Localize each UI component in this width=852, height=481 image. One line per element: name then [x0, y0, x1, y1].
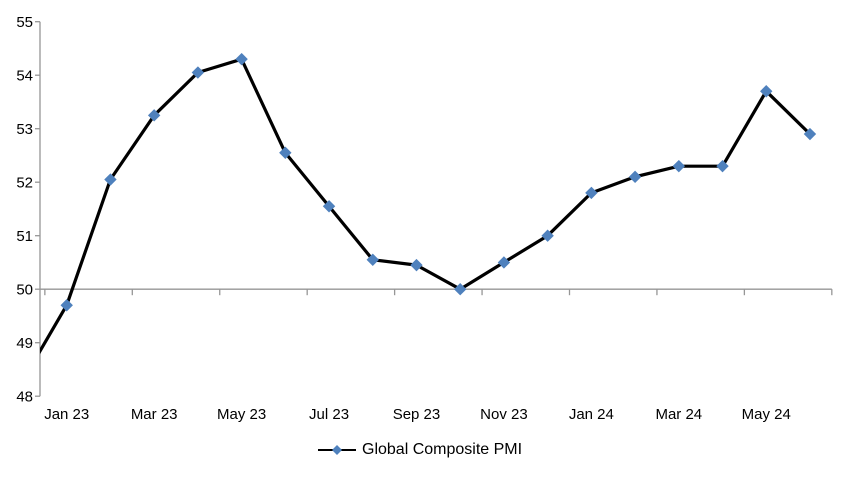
data-point-marker [366, 253, 379, 266]
x-axis-tick-label: Jan 24 [569, 406, 614, 423]
pmi-series-line [40, 57, 812, 355]
data-point-marker [147, 109, 161, 122]
data-point-marker [541, 229, 554, 242]
data-point-marker [235, 52, 248, 66]
legend-line-marker-icon [318, 445, 356, 455]
x-axis-tick-label: Jan 23 [44, 406, 89, 423]
data-point-marker [760, 85, 773, 98]
data-point-marker [191, 66, 205, 79]
chart-legend: Global Composite PMI [318, 440, 522, 460]
data-point-marker [453, 282, 467, 296]
data-point-marker [803, 127, 817, 141]
legend-label: Global Composite PMI [362, 441, 523, 458]
data-point-marker [279, 146, 292, 159]
data-point-marker [672, 159, 686, 173]
y-axis-tick-label: 52 [16, 174, 33, 191]
y-axis-tick-label: 50 [16, 281, 33, 298]
x-axis-tick-label: Jul 23 [309, 406, 349, 423]
y-axis-tick-label: 49 [16, 335, 33, 352]
x-axis-tick-label: May 23 [217, 406, 266, 423]
x-axis-tick-label: Sep 23 [393, 406, 441, 423]
data-point-marker [628, 170, 642, 184]
data-point-marker [18, 375, 29, 386]
y-axis-tick-label: 54 [16, 67, 33, 84]
x-axis-tick-label: Nov 23 [480, 406, 528, 423]
y-axis-tick-label: 48 [16, 388, 33, 405]
data-point-marker [410, 258, 423, 272]
chart-plot-area: 48 49 50 51 52 53 54 55 Jan 23 Mar 23 May 23 Jul 23… [16, 14, 833, 423]
data-point-marker [322, 200, 336, 213]
x-axis-tick-label: May 24 [742, 406, 791, 423]
x-axis-tick-label: Mar 23 [131, 406, 178, 423]
y-axis-tick-label: 55 [16, 14, 33, 31]
data-point-marker [497, 256, 511, 269]
data-point-marker [104, 173, 117, 186]
x-axis-tick-label: Mar 24 [655, 406, 702, 423]
y-axis-tick-label: 51 [16, 228, 33, 245]
data-point-marker [60, 299, 73, 312]
data-point-marker [716, 159, 729, 173]
data-point-marker [585, 186, 598, 200]
y-axis-tick-label: 53 [16, 121, 33, 138]
